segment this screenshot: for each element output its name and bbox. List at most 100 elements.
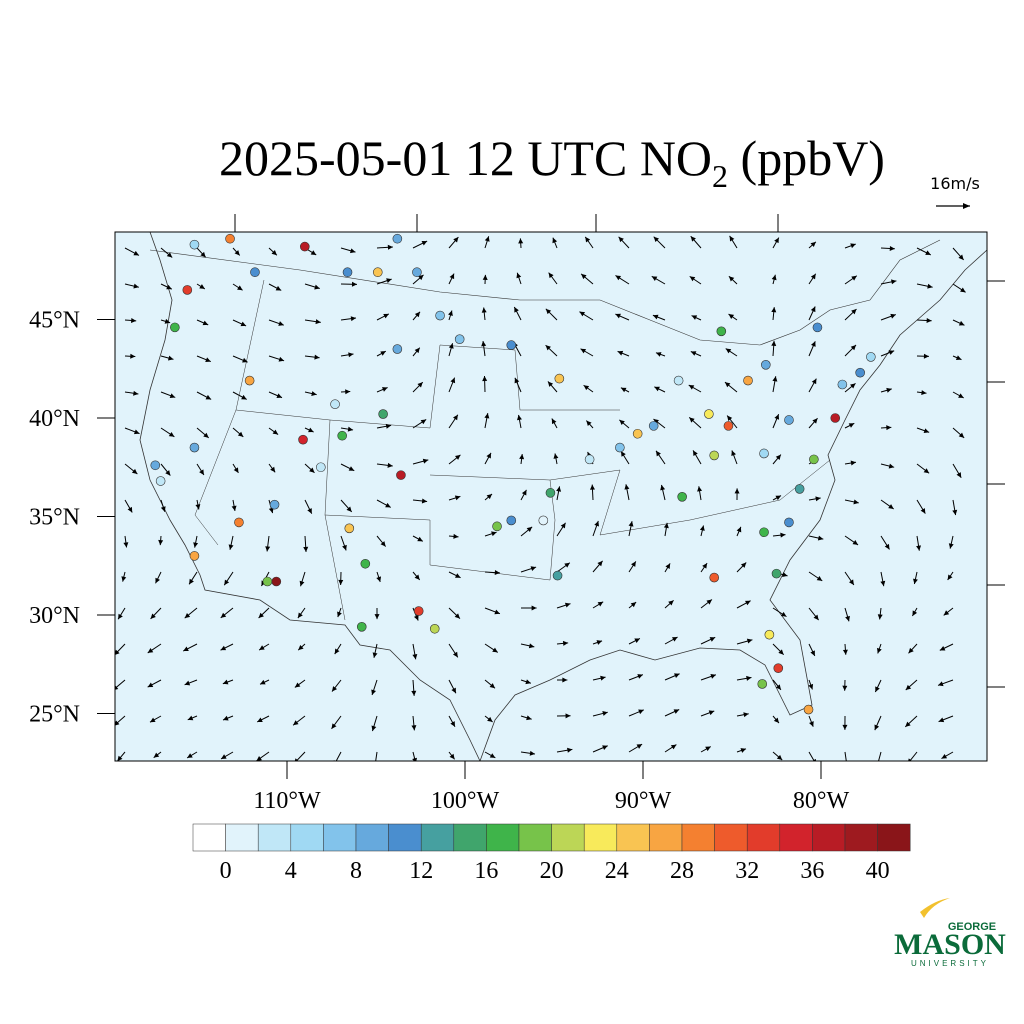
- colorbar-box: [812, 823, 846, 852]
- wind-head: [877, 614, 883, 620]
- colorbar-label: 16: [474, 858, 498, 884]
- wind-head: [237, 431, 244, 437]
- wind-head: [842, 649, 848, 655]
- wind-vector: [299, 571, 306, 587]
- colorbar-box: [355, 823, 389, 852]
- wind-vector: [580, 348, 594, 357]
- wind-head: [276, 393, 283, 398]
- station: [759, 527, 769, 538]
- wind-head: [411, 690, 417, 696]
- wind-vector: [294, 679, 306, 688]
- wind-head: [453, 533, 459, 539]
- wind-head: [315, 319, 321, 325]
- wind-vector: [592, 601, 604, 609]
- wind-vector: [372, 643, 378, 658]
- wind-shaft: [909, 751, 918, 761]
- wind-vector: [651, 275, 666, 285]
- wind-head: [350, 316, 356, 322]
- wind-head: [371, 689, 377, 696]
- wind-vector: [547, 381, 558, 393]
- wind-vector: [772, 715, 780, 724]
- wind-head: [852, 540, 859, 545]
- wind-head: [115, 720, 120, 726]
- wind-head: [775, 684, 781, 690]
- wind-head: [724, 382, 731, 388]
- wind-vector: [376, 571, 382, 583]
- colorbar-box: [583, 823, 618, 852]
- wind-head: [454, 573, 461, 578]
- wind-vector: [340, 499, 353, 513]
- wind-vector: [160, 499, 166, 512]
- wind-vector: [842, 715, 848, 730]
- wind-vector: [880, 387, 892, 393]
- axes: 45°N 40°N 35°N 30°N 25°N 110°W 100°W 90°W 80°W: [29, 308, 849, 815]
- coastlines: [139, 232, 987, 761]
- wind-vector: [484, 570, 500, 576]
- colorbar-box: [192, 823, 226, 852]
- wind-vector: [160, 355, 174, 361]
- wind-vector: [256, 751, 270, 761]
- wind-head: [231, 505, 237, 511]
- stations: [150, 233, 876, 715]
- wind-vector: [628, 521, 634, 537]
- wind-head: [958, 393, 964, 398]
- wind-shaft: [844, 751, 847, 761]
- wind-vector: [223, 571, 234, 586]
- wind-head: [294, 758, 299, 761]
- wind-head: [386, 278, 392, 284]
- wind-vector: [628, 601, 637, 609]
- wind-vector: [592, 711, 608, 717]
- wind-vector: [772, 532, 786, 538]
- wind-vector: [448, 343, 454, 357]
- wind-head: [615, 275, 622, 281]
- station: [761, 360, 771, 370]
- wind-vector: [520, 715, 532, 721]
- wind-vector: [448, 377, 456, 393]
- wind-head: [223, 715, 229, 721]
- wind-vector: [412, 643, 418, 660]
- wind-head: [309, 467, 315, 473]
- wind-head: [689, 417, 695, 423]
- wind-head: [812, 418, 818, 424]
- wind-head: [449, 753, 455, 760]
- wind-head: [314, 284, 320, 290]
- wind-vector: [376, 278, 392, 285]
- station: [794, 484, 805, 494]
- wind-vector: [700, 710, 715, 717]
- wind-head: [773, 717, 779, 724]
- wind-field: [115, 235, 966, 761]
- wind-vector: [952, 247, 965, 261]
- title-main: 2025-05-01 12 UTC NO: [219, 130, 712, 186]
- wind-head: [688, 385, 695, 390]
- wind-vector: [947, 571, 954, 581]
- wind-head: [220, 645, 227, 651]
- colorbar-box: [225, 823, 259, 852]
- colorbar-box: [681, 823, 715, 852]
- station: [554, 373, 565, 384]
- wind-head: [939, 645, 946, 651]
- wind-head: [619, 419, 625, 426]
- wind-head: [811, 341, 816, 347]
- wind-head: [487, 716, 493, 722]
- wind-head: [422, 458, 429, 464]
- wind-head: [347, 426, 354, 432]
- wind-vector: [688, 417, 702, 429]
- wind-vector: [150, 607, 162, 620]
- station: [356, 622, 367, 632]
- wind-vector: [772, 237, 780, 249]
- wind-head: [380, 351, 386, 356]
- logo-main: MASON: [894, 928, 1006, 961]
- wind-vector: [193, 535, 199, 548]
- wind-head: [581, 273, 587, 280]
- wind-vector: [124, 283, 139, 289]
- wind-head: [518, 238, 524, 244]
- wind-vector: [916, 283, 933, 289]
- wind-vector: [304, 499, 313, 514]
- wind-head: [842, 685, 848, 691]
- wind-vector: [844, 460, 857, 466]
- wind-head: [199, 284, 205, 289]
- wind-vector: [689, 275, 702, 285]
- wind-vector: [628, 561, 637, 573]
- wind-head: [774, 237, 779, 244]
- wind-vector: [553, 453, 559, 465]
